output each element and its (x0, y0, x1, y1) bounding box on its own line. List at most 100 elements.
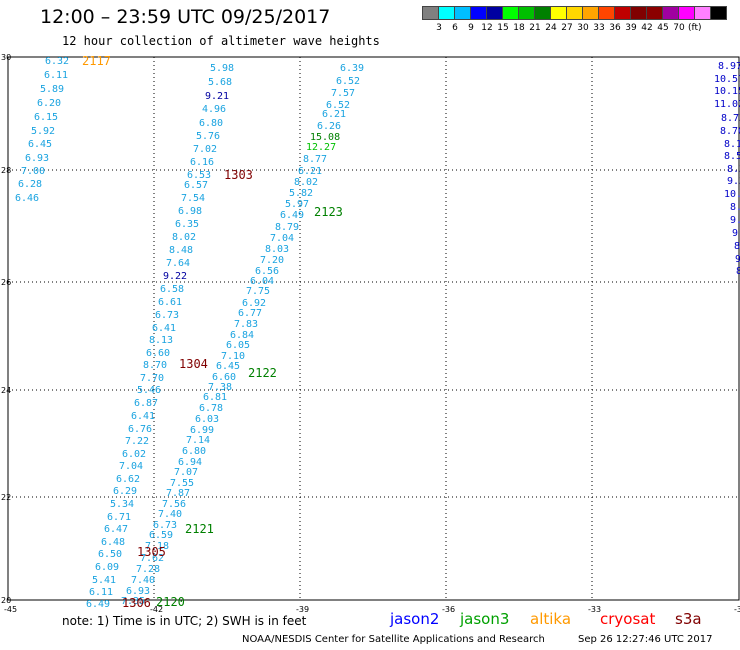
wave-height-value: 7.40 (131, 575, 155, 586)
wave-height-value: 8.70 (720, 126, 740, 137)
wave-height-value: 6.32 (45, 56, 69, 67)
wave-height-value: 5.76 (196, 131, 220, 142)
wave-height-value: 7.02 (193, 144, 217, 155)
credit-line: NOAA/NESDIS Center for Satellite Applica… (242, 634, 545, 645)
wave-height-value: 8.97 (718, 61, 740, 72)
wave-height-value: 7.04 (270, 233, 294, 244)
wave-height-value: 7.10 (221, 351, 245, 362)
wave-height-value: 6.62 (116, 474, 140, 485)
wave-height-value: 9.22 (163, 271, 187, 282)
wave-height-value: 7.18 (145, 541, 169, 552)
wave-height-value: 6.53 (187, 170, 211, 181)
legend-label: 12 (481, 23, 493, 33)
wave-height-value: 6.81 (203, 392, 227, 403)
wave-height-value: 6.60 (212, 372, 236, 383)
wave-height-value: 9.21 (205, 91, 229, 102)
wave-height-value: 6.39 (340, 63, 364, 74)
legend-label: 6 (452, 23, 458, 33)
wave-height-value: 6.26 (317, 121, 341, 132)
wave-height-value: 6.29 (113, 486, 137, 497)
wave-height-value: 7.54 (181, 193, 205, 204)
legend-unit: (ft) (688, 23, 702, 33)
pass-number-label: 1303 (224, 168, 253, 182)
wave-height-value: 6.98 (178, 206, 202, 217)
wave-height-value: 6.35 (175, 219, 199, 230)
pass-number-label: 2123 (314, 205, 343, 219)
legend-label: 33 (593, 23, 605, 33)
wave-height-value: 6.21 (322, 109, 346, 120)
wave-height-value: 6.80 (182, 446, 206, 457)
wave-height-value: 6.46 (15, 193, 39, 204)
wave-height-value: 8.36 (734, 241, 740, 252)
wave-height-value: 6.41 (152, 323, 176, 334)
wave-height-value: 6.52 (326, 100, 350, 111)
legend-label: 36 (609, 23, 621, 33)
wave-height-value: 6.61 (158, 297, 182, 308)
wave-height-value: 5.89 (40, 84, 64, 95)
map-frame (7, 56, 740, 601)
wave-height-value: 6.45 (216, 361, 240, 372)
wave-height-value: 6.78 (199, 403, 223, 414)
wave-height-value: 6.94 (178, 457, 202, 468)
lat-tick-label: 24 (1, 386, 11, 395)
wave-height-value: 6.49 (86, 599, 110, 610)
legend-label: 70 (673, 23, 685, 33)
legend-label: 9 (468, 23, 474, 33)
wave-height-value: 5.68 (208, 77, 232, 88)
wave-height-value: 7.75 (246, 286, 270, 297)
wave-height-value: 7.56 (162, 499, 186, 510)
satellite-legend-jason3: jason3 (460, 610, 510, 628)
wave-height-value: 4.96 (202, 104, 226, 115)
wave-height-value: 6.49 (280, 210, 304, 221)
legend-label: 42 (641, 23, 653, 33)
wave-height-value: 7.83 (234, 319, 258, 330)
wave-height-value: 7.55 (170, 478, 194, 489)
wave-height-value: 6.92 (242, 298, 266, 309)
wave-height-value: 7.40 (158, 509, 182, 520)
wave-height-value: 5.98 (210, 63, 234, 74)
wave-height-value: 6.57 (184, 180, 208, 191)
pass-number-label: 1306 (122, 596, 151, 610)
wave-height-value: 8.31 (727, 164, 740, 175)
wave-height-value: 8.48 (169, 245, 193, 256)
wave-height-value: 7.38 (208, 382, 232, 393)
wave-height-value: 5.41 (92, 575, 116, 586)
wave-height-value: 6.41 (131, 411, 155, 422)
wave-height-value: 6.76 (128, 424, 152, 435)
wave-height-value: 6.16 (190, 157, 214, 168)
legend-label: 21 (529, 23, 541, 33)
wave-height-value: 6.05 (226, 340, 250, 351)
pass-number-label: 2117 (82, 54, 111, 68)
wave-height-value: 6.28 (18, 179, 42, 190)
wave-height-value: 6.58 (160, 284, 184, 295)
wave-height-value: 6.80 (199, 118, 223, 129)
legend-label: 30 (577, 23, 589, 33)
legend-label: 18 (513, 23, 525, 33)
wave-height-value: 8.79 (275, 222, 299, 233)
footer-note: note: 1) Time is in UTC; 2) SWH is in fe… (62, 614, 307, 628)
wave-height-value: 9.24 (732, 228, 740, 239)
wave-height-value: 7.07 (174, 467, 198, 478)
wave-height-value: 5.46 (137, 385, 161, 396)
legend-label: 45 (657, 23, 669, 33)
wave-height-value: 6.93 (25, 153, 49, 164)
wave-height-value: 6.71 (107, 512, 131, 523)
lon-tick-label: -36 (442, 605, 455, 614)
wave-height-value: 7.14 (186, 435, 210, 446)
lon-tick-label: -33 (588, 605, 601, 614)
wave-height-value: 9.21 (730, 215, 740, 226)
wave-height-value: 6.73 (153, 520, 177, 531)
wave-height-value: 6.52 (336, 76, 360, 87)
wave-height-value: 8.02 (172, 232, 196, 243)
wave-height-value: 8.58 (724, 151, 740, 162)
wave-height-value: 6.03 (195, 414, 219, 425)
wave-height-value: 6.84 (230, 330, 254, 341)
wave-height-value: 6.87 (134, 398, 158, 409)
wave-height-value: 8.53 (736, 266, 740, 277)
wave-height-value: 6.99 (190, 425, 214, 436)
wave-height-value: 8.18 (724, 139, 740, 150)
wave-height-value: 8.03 (265, 244, 289, 255)
page-title: 12:00 – 23:59 UTC 09/25/2017 (40, 6, 331, 28)
pass-number-label: 2121 (185, 522, 214, 536)
